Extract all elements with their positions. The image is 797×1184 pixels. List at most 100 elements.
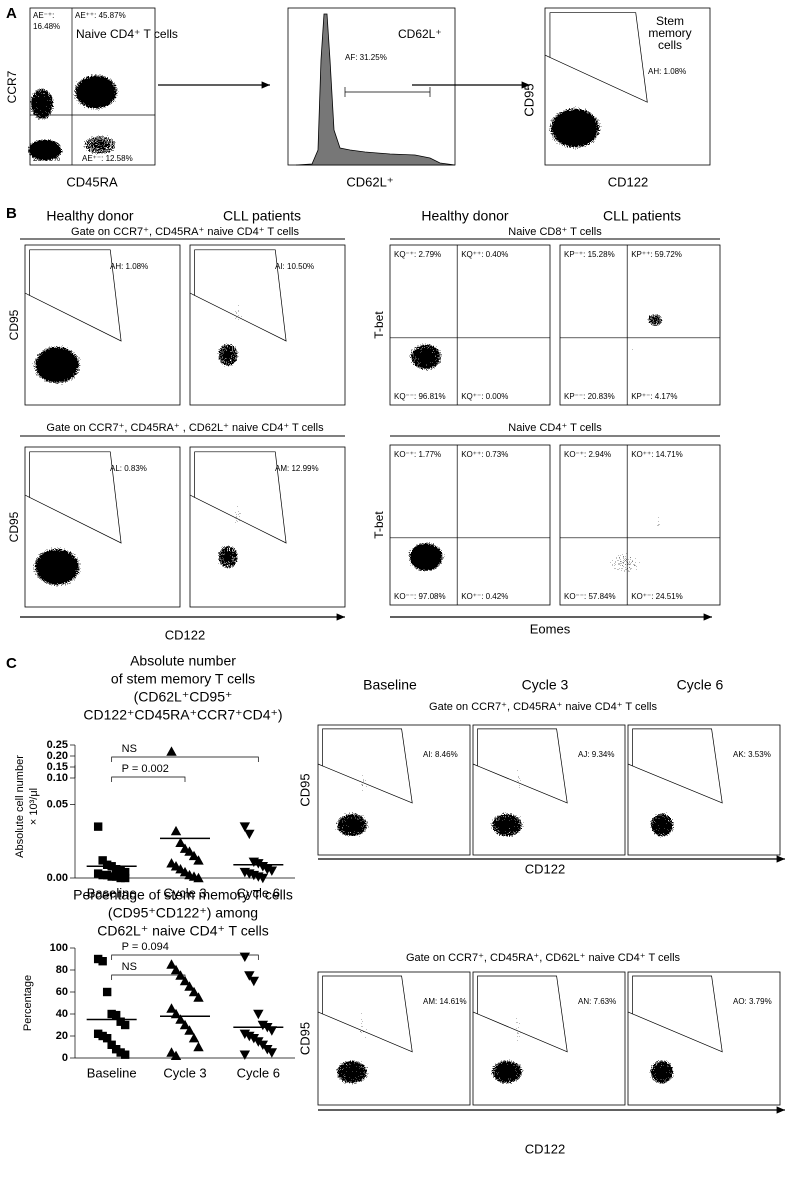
data-point xyxy=(166,959,177,969)
cell-cloud xyxy=(540,100,610,156)
data-point xyxy=(184,846,195,856)
data-point xyxy=(120,1050,130,1059)
significance-bracket xyxy=(111,756,259,762)
annotation: NS xyxy=(122,961,137,973)
data-point xyxy=(266,1026,278,1036)
gate xyxy=(194,249,287,342)
cell-cloud xyxy=(402,537,450,577)
data-point xyxy=(188,850,200,861)
axis-label: Percentage xyxy=(22,975,34,1031)
label: KQ⁺⁻: 0.00% xyxy=(461,392,508,401)
data-point xyxy=(239,952,251,962)
gate-line xyxy=(472,763,478,767)
data-point xyxy=(93,869,103,878)
data-point xyxy=(102,1034,112,1043)
plot-frame xyxy=(559,244,721,406)
chart-title: Absolute number xyxy=(130,653,236,669)
gate-line xyxy=(317,763,323,767)
label: Gate on CCR7⁺, CD45RA⁺ naive CD4⁺ T cell… xyxy=(429,701,657,713)
data-point xyxy=(193,992,204,1002)
significance-bracket xyxy=(111,776,186,782)
panel-letter: A xyxy=(6,5,17,22)
data-point xyxy=(239,822,251,832)
data-point xyxy=(266,866,278,876)
data-point xyxy=(107,872,116,881)
data-point xyxy=(116,866,125,875)
label: Healthy donor xyxy=(421,208,509,224)
axis-label: Absolute cell number xyxy=(14,755,26,858)
label: AE⁻⁻: xyxy=(33,143,54,152)
y-tick-label: 0.05 xyxy=(47,799,68,811)
label: 16.48% xyxy=(33,22,60,31)
data-point xyxy=(179,1019,191,1030)
cell-cloud xyxy=(644,807,680,843)
data-point xyxy=(116,873,125,883)
label: KP⁺⁻: 4.17% xyxy=(631,392,677,401)
label: AK: 3.53% xyxy=(733,750,771,759)
cell-cloud xyxy=(25,541,89,593)
gate-line xyxy=(24,494,30,498)
data-point xyxy=(248,1034,260,1044)
cell-cloud xyxy=(653,507,663,543)
significance-bracket xyxy=(111,954,259,960)
cell-cloud xyxy=(483,1054,531,1090)
gate xyxy=(477,728,568,804)
cell-cloud xyxy=(643,310,667,330)
label: AO: 3.79% xyxy=(733,997,772,1006)
label: Healthy donor xyxy=(46,208,134,224)
label: AH: 1.08% xyxy=(648,67,686,76)
label: Cycle 3 xyxy=(522,677,569,693)
gate-line xyxy=(317,1011,323,1015)
plot-frame xyxy=(389,244,551,406)
y-tick-label: 0.00 xyxy=(47,872,68,884)
label: AN: 7.63% xyxy=(578,997,616,1006)
label: KO⁻⁺: 2.94% xyxy=(564,450,611,459)
cell-cloud xyxy=(328,1054,376,1090)
axis-label: × 10³/μl xyxy=(28,788,40,825)
label: 25.06% xyxy=(33,154,60,163)
gate xyxy=(194,451,287,544)
data-point xyxy=(266,1048,278,1058)
data-point xyxy=(111,872,121,881)
data-point xyxy=(102,870,112,880)
cell-cloud xyxy=(25,339,89,391)
chart-title: of stem memory T cells xyxy=(111,671,255,687)
data-point xyxy=(107,1040,116,1049)
cell-cloud xyxy=(232,495,244,539)
data-point xyxy=(179,975,191,986)
label: KP⁻⁺: 15.28% xyxy=(564,250,615,259)
data-point xyxy=(188,986,200,997)
label: KO⁺⁻: 0.42% xyxy=(461,592,508,601)
data-point xyxy=(193,872,204,883)
label: AE⁻⁺: xyxy=(33,11,54,20)
y-tick-label: 60 xyxy=(56,986,68,998)
axis-label: CD95 xyxy=(7,511,21,542)
gate xyxy=(477,975,568,1053)
cell-cloud xyxy=(357,752,369,808)
data-point xyxy=(239,1050,251,1060)
gate xyxy=(549,12,648,103)
data-point xyxy=(170,825,182,836)
label: AM: 14.61% xyxy=(423,997,467,1006)
data-point xyxy=(184,981,195,991)
data-point xyxy=(107,1009,116,1019)
axis-label: CCR7 xyxy=(5,70,19,103)
panel-letter: B xyxy=(6,205,17,222)
label: Naive CD4⁺ T cells xyxy=(508,422,602,434)
significance-bracket xyxy=(111,974,186,980)
data-point xyxy=(120,873,130,883)
label: KO⁻⁻: 97.08% xyxy=(394,592,446,601)
data-point xyxy=(102,987,112,997)
x-tick-label: Baseline xyxy=(87,885,137,900)
label: memory xyxy=(648,26,691,40)
y-tick-label: 0.25 xyxy=(47,739,68,751)
data-point xyxy=(193,855,204,865)
y-tick-label: 40 xyxy=(56,1008,68,1020)
gate xyxy=(322,728,413,804)
data-point xyxy=(102,860,112,869)
cell-cloud xyxy=(483,807,531,843)
label: CD45RA xyxy=(66,174,118,189)
label: Gate on CCR7⁺, CD45RA⁺, CD62L⁺ naive CD4… xyxy=(406,952,681,964)
chart-title: (CD95⁺CD122⁺) among xyxy=(108,905,258,921)
